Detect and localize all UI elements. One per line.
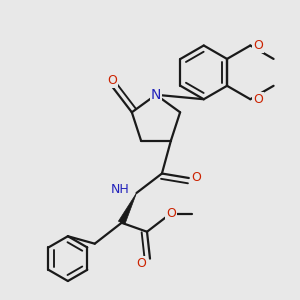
Text: O: O xyxy=(253,93,263,106)
Text: O: O xyxy=(107,74,117,87)
Polygon shape xyxy=(118,193,136,224)
Text: NH: NH xyxy=(110,183,129,196)
Text: O: O xyxy=(191,172,201,184)
Text: O: O xyxy=(137,257,147,271)
Text: O: O xyxy=(253,39,263,52)
Text: N: N xyxy=(151,88,161,102)
Text: O: O xyxy=(166,207,176,220)
